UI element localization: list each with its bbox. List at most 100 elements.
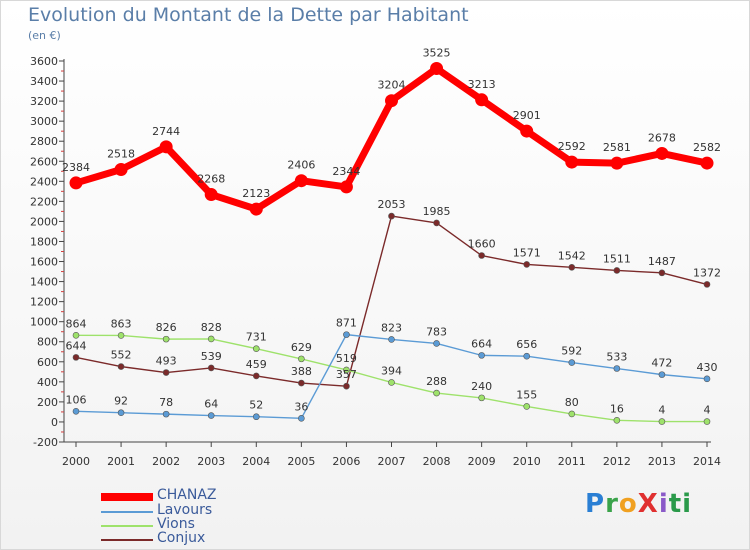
data-point-chanaz [159, 140, 173, 154]
data-label-lavours: 78 [159, 396, 173, 409]
data-point-vions [478, 394, 485, 402]
data-label-vions: 80 [565, 396, 579, 409]
data-label-chanaz: 2678 [648, 131, 676, 144]
data-label-conjux: 1487 [648, 255, 676, 268]
data-label-chanaz: 2518 [107, 147, 135, 160]
y-tick-label: -200 [33, 436, 58, 449]
legend-swatch [101, 539, 153, 541]
data-label-lavours: 871 [336, 317, 357, 330]
data-label-lavours: 36 [294, 400, 308, 413]
data-point-lavours [162, 410, 170, 418]
x-tick-label: 2013 [648, 455, 676, 468]
x-tick-label: 2006 [332, 455, 360, 468]
data-label-chanaz: 3213 [468, 78, 496, 91]
data-point-conjux [207, 364, 215, 372]
y-tick-label: 2200 [30, 195, 58, 208]
data-label-vions: 4 [658, 404, 665, 417]
data-label-vions: 155 [516, 388, 537, 401]
data-point-vions [72, 332, 80, 339]
data-label-conjux: 493 [156, 355, 177, 368]
y-tick-label: 1800 [30, 235, 58, 248]
data-point-chanaz [610, 156, 624, 170]
data-point-conjux [433, 219, 440, 227]
data-point-lavours [252, 413, 260, 421]
data-point-lavours [433, 340, 440, 347]
data-label-conjux: 1985 [423, 205, 451, 218]
data-point-lavours [568, 359, 576, 366]
data-label-conjux: 2053 [378, 198, 406, 211]
data-point-lavours [343, 331, 350, 338]
data-label-lavours: 823 [381, 321, 402, 334]
data-label-vions: 519 [336, 352, 357, 365]
data-label-chanaz: 2744 [152, 125, 180, 138]
data-label-lavours: 64 [204, 398, 218, 411]
data-label-vions: 826 [156, 321, 177, 334]
data-point-chanaz [565, 155, 579, 169]
y-tick-label: 0 [51, 416, 58, 429]
data-point-conjux [117, 363, 125, 370]
data-point-conjux [298, 379, 305, 387]
axes: -200 0 200 400 600 800 1000 1200 1400 1600 1800 200… [30, 55, 721, 468]
data-label-conjux: 357 [336, 368, 357, 381]
data-label-chanaz: 3525 [423, 47, 451, 60]
data-point-conjux [523, 261, 531, 268]
data-point-conjux [568, 264, 576, 271]
data-label-conjux: 1571 [513, 246, 541, 259]
data-point-vions [117, 332, 125, 339]
x-tick-label: 2010 [513, 455, 541, 468]
data-point-vions [388, 379, 395, 386]
data-point-conjux [343, 382, 350, 390]
data-point-vions [658, 418, 666, 425]
x-tick-label: 2007 [378, 455, 406, 468]
x-tick-label: 2001 [107, 455, 135, 468]
proxiti-logo: ProXiti [585, 489, 693, 519]
data-label-conjux: 644 [66, 339, 87, 352]
data-label-conjux: 459 [246, 358, 267, 371]
data-point-chanaz [520, 124, 534, 138]
data-label-chanaz: 2581 [603, 141, 631, 154]
x-tick-label: 2004 [242, 455, 270, 468]
data-label-vions: 863 [111, 317, 132, 330]
y-tick-label: 2800 [30, 135, 58, 148]
data-point-chanaz [249, 202, 263, 216]
y-tick-label: 1600 [30, 256, 58, 269]
x-tick-label: 2009 [468, 455, 496, 468]
chart-subtitle: (en €) [28, 29, 61, 42]
y-tick-label: 2600 [30, 155, 58, 168]
legend-swatch [101, 493, 153, 501]
y-tick-label: 600 [37, 356, 58, 369]
data-point-chanaz [294, 174, 308, 188]
data-label-vions: 240 [471, 380, 492, 393]
data-label-conjux: 1511 [603, 252, 631, 265]
data-label-conjux: 552 [111, 349, 132, 362]
data-point-chanaz [385, 94, 398, 108]
data-point-vions [162, 335, 170, 343]
data-point-conjux [72, 354, 80, 361]
data-point-lavours [207, 412, 215, 419]
data-label-lavours: 664 [471, 337, 492, 350]
data-point-lavours [478, 352, 485, 359]
y-tick-label: 400 [37, 376, 58, 389]
data-point-chanaz [655, 146, 669, 160]
data-point-lavours [703, 375, 711, 383]
data-point-lavours [523, 352, 531, 360]
data-label-chanaz: 2592 [558, 140, 586, 153]
legend-label: Lavours [157, 502, 213, 518]
data-label-conjux: 1542 [558, 249, 586, 262]
data-point-lavours [117, 409, 125, 417]
y-tick-label: 1200 [30, 296, 58, 309]
data-point-conjux [703, 281, 711, 288]
data-label-vions: 731 [246, 331, 267, 344]
y-tick-label: 800 [37, 336, 58, 349]
data-label-vions: 16 [610, 402, 624, 415]
data-point-vions [343, 366, 350, 374]
data-point-vions [613, 417, 621, 424]
legend-swatch [101, 525, 153, 527]
data-label-chanaz: 2406 [287, 159, 315, 172]
data-point-chanaz [339, 180, 353, 194]
data-label-conjux: 1372 [693, 266, 721, 279]
data-label-vions: 629 [291, 341, 312, 354]
data-label-conjux: 388 [291, 365, 312, 378]
data-point-chanaz [430, 62, 444, 76]
